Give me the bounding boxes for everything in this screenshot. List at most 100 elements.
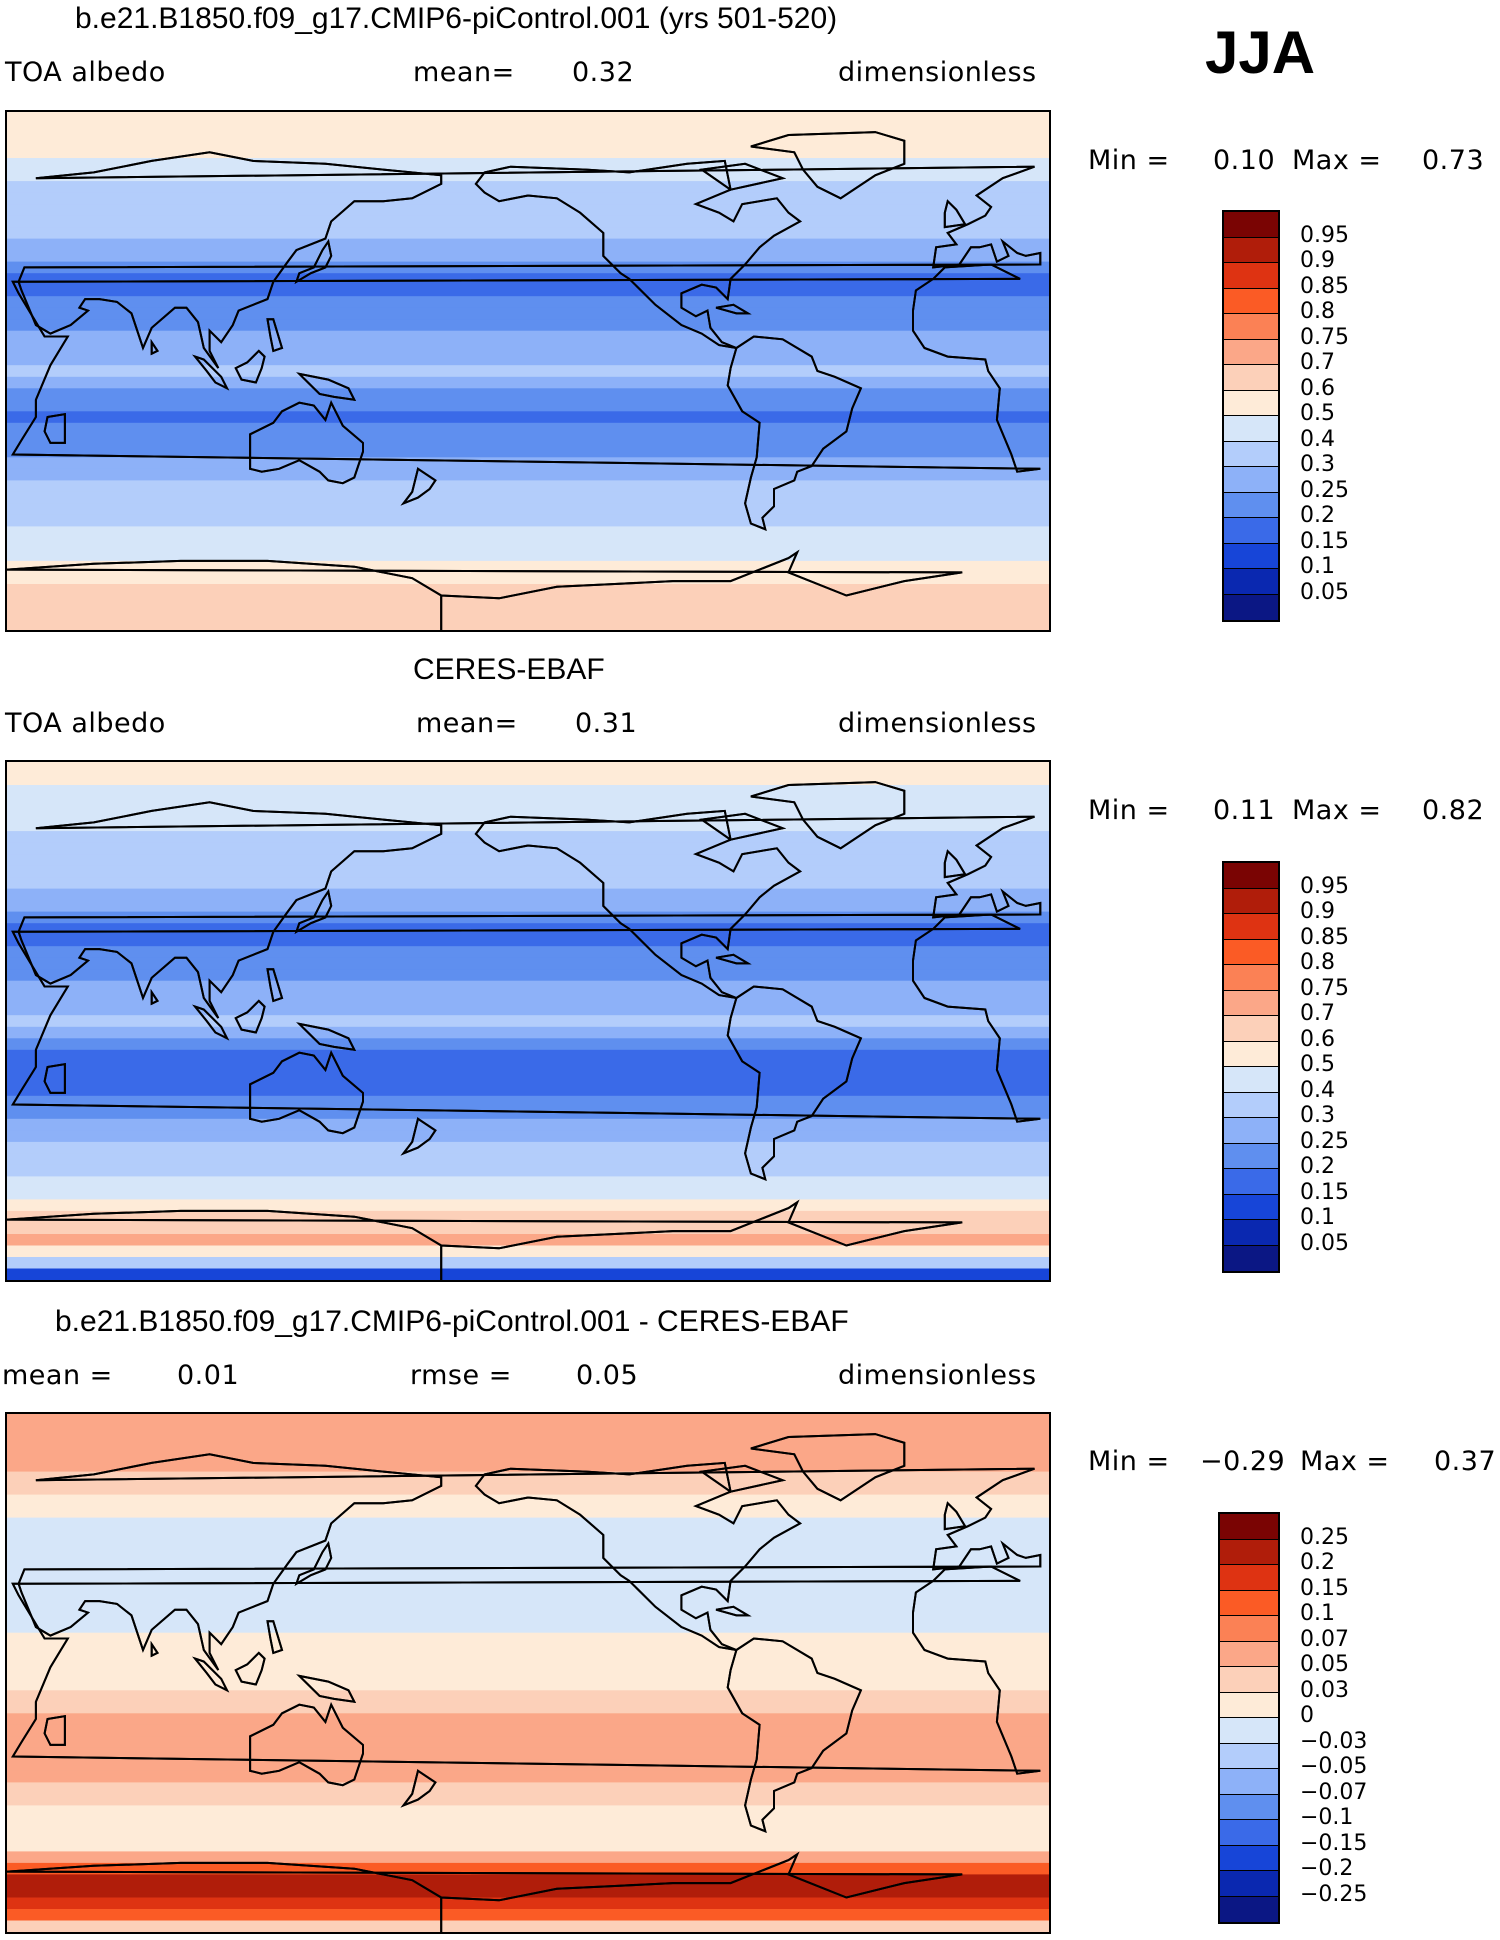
map-latitude-band [7, 296, 1049, 309]
coastline [11, 263, 1041, 473]
colorbar-tick-label: −0.2 [1300, 1856, 1354, 1881]
map-latitude-band [7, 480, 1049, 493]
map-latitude-band [7, 388, 1049, 401]
panel2-min-value: 0.11 [1213, 795, 1276, 826]
colorbar-swatch [1224, 1067, 1278, 1093]
colorbar-swatch [1220, 1667, 1278, 1693]
map-latitude-band [7, 319, 1049, 332]
colorbar-tick-label: 0.85 [1300, 924, 1349, 950]
colorbar-tick-label: 0.4 [1300, 1077, 1335, 1103]
map-latitude-band [7, 1886, 1049, 1899]
panel1-variable-label: TOA albedo [5, 57, 166, 88]
colorbar-tick-label: 0.05 [1300, 1230, 1349, 1256]
colorbar-swatch [1224, 1041, 1278, 1067]
map-latitude-band [7, 250, 1049, 263]
coastline [266, 318, 284, 353]
coastline [750, 131, 906, 200]
coastline [943, 849, 967, 879]
map-latitude-band [7, 1552, 1049, 1565]
coastline [7, 1199, 963, 1280]
panel2-min-label: Min = [1088, 795, 1170, 826]
map-latitude-band [7, 1644, 1049, 1657]
coastline [150, 338, 159, 356]
map-latitude-band [7, 422, 1049, 435]
map-latitude-band [7, 796, 1049, 809]
colorbar-swatch [1224, 1169, 1278, 1195]
colorbar-tick-label: −0.07 [1300, 1779, 1368, 1805]
map-latitude-band [7, 1816, 1049, 1829]
map-latitude-band [7, 284, 1049, 297]
map-latitude-band [7, 1061, 1049, 1074]
colorbar-tick-label: −0.15 [1300, 1830, 1368, 1856]
map-latitude-band [7, 1141, 1049, 1154]
map-latitude-band [7, 307, 1049, 320]
coastline [474, 159, 802, 349]
colorbar-swatch [1220, 1539, 1278, 1565]
map-latitude-band [7, 854, 1049, 867]
colorbar-tick-label: 0.2 [1300, 1154, 1335, 1179]
colorbar-swatch [1224, 1092, 1278, 1118]
panel2-mean-value: 0.31 [575, 708, 638, 739]
coastline [400, 1769, 437, 1808]
map-latitude-band [7, 399, 1049, 412]
panel2-max-value: 0.82 [1422, 795, 1485, 826]
colorbar-tick-label: 0.2 [1300, 503, 1335, 528]
map-latitude-band [7, 238, 1049, 251]
map-latitude-band [7, 1448, 1049, 1461]
coastline [294, 1540, 333, 1587]
colorbar-swatch [1220, 1514, 1278, 1540]
colorbar-swatch [1224, 594, 1278, 620]
panel2-map [5, 760, 1051, 1282]
map-latitude-band [7, 468, 1049, 481]
map-latitude-band [7, 969, 1049, 982]
map-latitude-band [7, 169, 1049, 182]
map-latitude-band [7, 1015, 1049, 1028]
panel3-mean-label: mean = [2, 1360, 113, 1391]
coastline [7, 1851, 963, 1932]
colorbar-tick-label: 0.1 [1300, 1601, 1335, 1626]
colorbar-swatch [1224, 518, 1278, 544]
panel2-variable-label: TOA albedo [5, 708, 166, 739]
map-latitude-band [7, 1759, 1049, 1772]
map-latitude-band [7, 1782, 1049, 1795]
colorbar-swatch [1220, 1871, 1278, 1897]
colorbar-tick-label: 0.7 [1300, 1001, 1335, 1026]
coastline [43, 1063, 66, 1094]
colorbar-tick-label: 0.25 [1300, 1128, 1349, 1154]
panel1-colorbar [1222, 210, 1280, 622]
map-latitude-band [7, 1506, 1049, 1519]
map-latitude-band [7, 877, 1049, 890]
map-latitude-band [7, 503, 1049, 516]
map-latitude-band [7, 1187, 1049, 1200]
colorbar-tick-label: −0.1 [1300, 1805, 1354, 1830]
colorbar-tick-label: 0.5 [1300, 1052, 1335, 1077]
colorbar-swatch [1224, 965, 1278, 991]
coastline [266, 968, 284, 1003]
colorbar-tick-label: −0.05 [1300, 1754, 1368, 1779]
coastline [43, 413, 66, 444]
map-latitude-band [7, 192, 1049, 205]
colorbar-swatch [1224, 416, 1278, 442]
colorbar-tick-label: 0.15 [1300, 1179, 1349, 1205]
coastline [750, 1433, 906, 1502]
coastline [192, 1004, 230, 1041]
panel2-mean-label: mean= [416, 708, 518, 739]
map-latitude-band [7, 595, 1049, 608]
map-latitude-band [7, 1701, 1049, 1714]
map-latitude-band [7, 980, 1049, 993]
colorbar-tick-label: 0.03 [1300, 1677, 1349, 1703]
panel1-min-label: Min = [1088, 145, 1170, 176]
map-latitude-band [7, 181, 1049, 194]
panel2-map-plot [7, 762, 1049, 1280]
map-latitude-band [7, 1909, 1049, 1922]
map-latitude-band [7, 1268, 1049, 1280]
coastline [726, 335, 863, 531]
coastline [474, 809, 802, 999]
colorbar-tick-label: 0.9 [1300, 248, 1335, 273]
panel1-map-plot [7, 112, 1049, 630]
colorbar-tick-label: 0.2 [1300, 1550, 1335, 1575]
map-latitude-band [7, 992, 1049, 1005]
coastline [699, 162, 787, 191]
map-latitude-band [7, 1897, 1049, 1910]
map-latitude-band [7, 1874, 1049, 1887]
